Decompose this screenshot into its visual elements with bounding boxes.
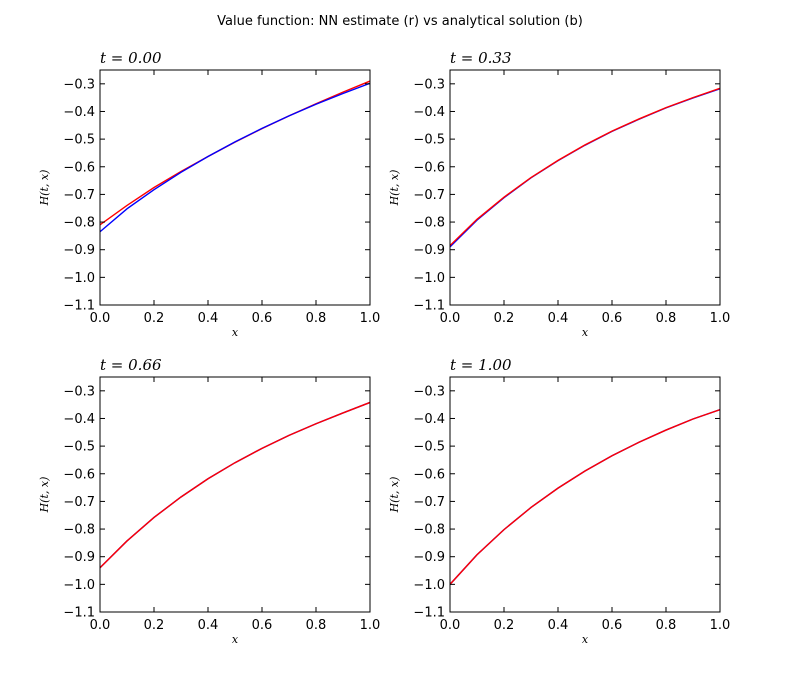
y-tick-label: −0.8 xyxy=(413,523,445,538)
y-tick-label: −1.0 xyxy=(413,271,445,286)
y-tick-label: −0.9 xyxy=(413,550,445,565)
x-tick-label: 0.0 xyxy=(90,618,111,633)
series-line-2 xyxy=(450,87,720,247)
y-tick-label: −0.8 xyxy=(63,523,95,538)
subplot-grid: 0.0 0.2 0.4 0.6 0.8 1.0 −0.3 −0.4 −0.5 −0.6 −0.7 −0… xyxy=(38,49,730,646)
x-axis-label: x xyxy=(582,326,589,339)
y-tick-label: −0.9 xyxy=(63,550,95,565)
plot-frame xyxy=(449,376,721,613)
series-line-1 xyxy=(100,80,370,226)
x-tick-label: 0.4 xyxy=(548,311,569,326)
x-tick-label: 0.6 xyxy=(602,311,623,326)
y-tick-label: −0.8 xyxy=(413,216,445,231)
series-line-2 xyxy=(100,82,370,233)
x-tick-label: 0.8 xyxy=(656,311,677,326)
y-tick-label: −0.7 xyxy=(63,495,95,510)
y-tick-label: −1.1 xyxy=(63,299,95,314)
y-tick-label: −0.6 xyxy=(413,160,445,175)
x-tick-label: 1.0 xyxy=(360,311,381,326)
x-tick-label: 0.0 xyxy=(90,311,111,326)
y-tick-label: −0.5 xyxy=(413,440,445,455)
x-tick-label: 0.0 xyxy=(440,618,461,633)
x-tick-label: 0.2 xyxy=(144,311,165,326)
y-tick-label: −0.6 xyxy=(63,160,95,175)
figure-suptitle: Value function: NN estimate (r) vs analy… xyxy=(217,14,583,29)
x-tick-label: 0.6 xyxy=(252,618,273,633)
series-line-1 xyxy=(100,401,370,569)
y-tick-label: −0.6 xyxy=(63,467,95,482)
x-tick-label: 0.2 xyxy=(494,618,515,633)
series-line-1 xyxy=(450,88,720,248)
y-tick-label: −0.7 xyxy=(63,188,95,203)
subplot-1: 0.0 0.2 0.4 0.6 0.8 1.0 −0.3 −0.4 −0.5 −0.6 −0.7 −0… xyxy=(38,49,380,339)
y-tick-label: −1.0 xyxy=(413,578,445,593)
x-tick-label: 0.6 xyxy=(602,618,623,633)
y-tick-label: −0.4 xyxy=(413,105,445,120)
subplot-2: 0.0 0.2 0.4 0.6 0.8 1.0 −0.3 −0.4 −0.5 −0.6 −0.7 −0… xyxy=(388,49,730,339)
y-tick-label: −0.4 xyxy=(63,105,95,120)
subplot-title: t = 0.66 xyxy=(100,356,162,374)
x-tick-label: 0.8 xyxy=(306,618,327,633)
subplot-3: 0.0 0.2 0.4 0.6 0.8 1.0 −0.3 −0.4 −0.5 −0.6 −0.7 −0… xyxy=(38,356,380,646)
plot-frame xyxy=(99,376,371,613)
x-tick-label: 1.0 xyxy=(710,311,731,326)
series-line-1 xyxy=(450,408,720,585)
subplot-title: t = 0.33 xyxy=(450,49,512,67)
y-tick-label: −0.7 xyxy=(413,495,445,510)
y-tick-label: −0.7 xyxy=(413,188,445,203)
x-tick-label: 1.0 xyxy=(710,618,731,633)
x-axis-label: x xyxy=(582,633,589,646)
y-tick-label: −1.1 xyxy=(413,299,445,314)
series-line-2 xyxy=(100,401,370,569)
subplot-title: t = 1.00 xyxy=(450,356,512,374)
y-tick-label: −1.0 xyxy=(63,271,95,286)
x-tick-label: 1.0 xyxy=(360,618,381,633)
y-tick-label: −0.3 xyxy=(63,77,95,92)
subplot-4: 0.0 0.2 0.4 0.6 0.8 1.0 −0.3 −0.4 −0.5 −0.6 −0.7 −0… xyxy=(388,356,730,646)
y-tick-label: −0.4 xyxy=(63,412,95,427)
x-tick-label: 0.0 xyxy=(440,311,461,326)
x-axis-label: x xyxy=(232,326,239,339)
y-tick-label: −0.9 xyxy=(413,243,445,258)
x-axis-label: x xyxy=(232,633,239,646)
y-tick-label: −0.3 xyxy=(413,77,445,92)
y-axis-label: H(t, x) xyxy=(388,477,401,514)
y-tick-label: −0.5 xyxy=(63,133,95,148)
y-tick-label: −0.3 xyxy=(63,384,95,399)
series-line-2 xyxy=(450,408,720,585)
x-tick-label: 0.6 xyxy=(252,311,273,326)
x-tick-label: 0.2 xyxy=(494,311,515,326)
y-tick-label: −0.3 xyxy=(413,384,445,399)
y-tick-label: −1.1 xyxy=(63,606,95,621)
y-tick-label: −1.0 xyxy=(63,578,95,593)
x-tick-label: 0.8 xyxy=(656,618,677,633)
y-tick-label: −0.4 xyxy=(413,412,445,427)
y-tick-label: −0.5 xyxy=(63,440,95,455)
y-tick-label: −0.5 xyxy=(413,133,445,148)
x-tick-label: 0.4 xyxy=(198,618,219,633)
x-tick-label: 0.4 xyxy=(198,311,219,326)
plot-frame xyxy=(449,69,721,306)
y-tick-label: −0.6 xyxy=(413,467,445,482)
y-axis-label: H(t, x) xyxy=(38,477,51,514)
x-tick-label: 0.8 xyxy=(306,311,327,326)
subplot-title: t = 0.00 xyxy=(100,49,162,67)
y-tick-label: −0.9 xyxy=(63,243,95,258)
plot-frame xyxy=(99,69,371,306)
y-tick-label: −0.8 xyxy=(63,216,95,231)
y-axis-label: H(t, x) xyxy=(388,170,401,207)
x-tick-label: 0.4 xyxy=(548,618,569,633)
y-tick-label: −1.1 xyxy=(413,606,445,621)
x-tick-label: 0.2 xyxy=(144,618,165,633)
y-axis-label: H(t, x) xyxy=(38,170,51,207)
